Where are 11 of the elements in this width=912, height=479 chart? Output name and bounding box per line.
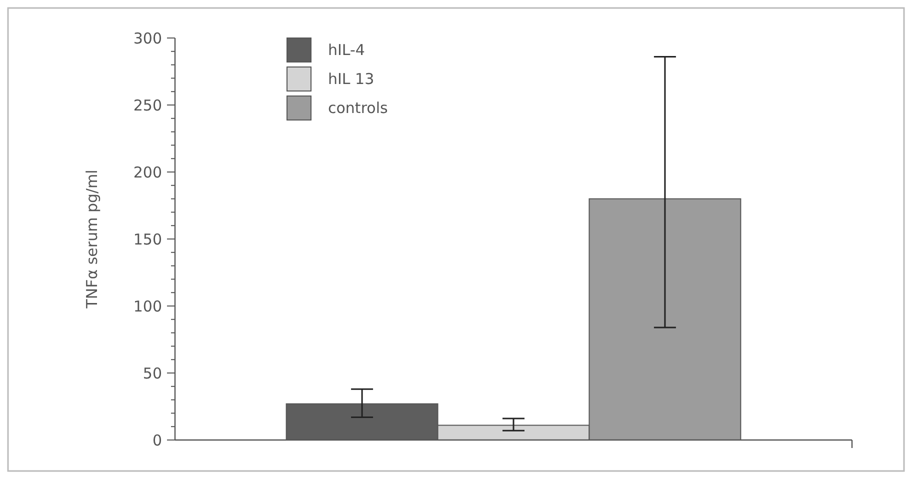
- y-tick-label: 0: [152, 431, 162, 450]
- y-tick-label: 300: [133, 29, 162, 48]
- y-axis-title: TNFα serum pg/ml: [83, 170, 101, 310]
- y-tick-label: 50: [142, 364, 162, 382]
- y-tick-label: 250: [133, 96, 162, 114]
- legend-label: controls: [328, 99, 388, 117]
- y-tick-label: 100: [133, 297, 162, 316]
- legend-label: hIL-4: [328, 41, 365, 59]
- y-tick-label: 150: [133, 230, 162, 248]
- legend-label: hIL 13: [328, 70, 374, 88]
- y-tick-label: 200: [133, 163, 162, 182]
